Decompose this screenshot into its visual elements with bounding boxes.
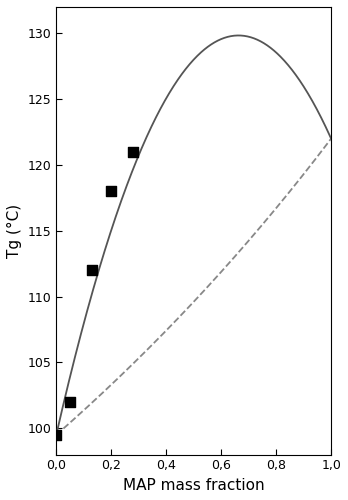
Point	[130, 148, 136, 156]
Y-axis label: Tg (°C): Tg (°C)	[7, 204, 22, 258]
Point	[109, 188, 114, 196]
Point	[54, 431, 59, 439]
Point	[67, 398, 73, 406]
Point	[89, 266, 95, 274]
X-axis label: MAP mass fraction: MAP mass fraction	[123, 478, 264, 493]
